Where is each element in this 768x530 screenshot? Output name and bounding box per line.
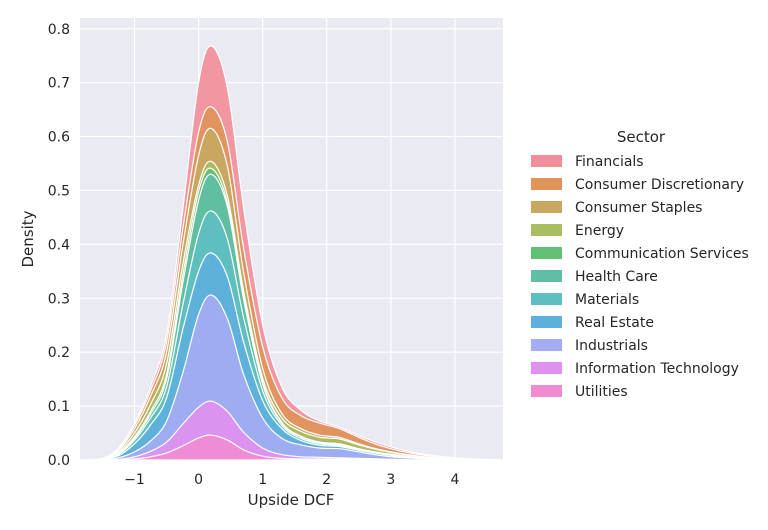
x-axis-label: Upside DCF <box>248 491 335 509</box>
plot-background <box>80 18 503 460</box>
legend-label: Real Estate <box>575 315 654 331</box>
legend-label: Communication Services <box>575 246 749 262</box>
legend-swatch <box>531 385 562 397</box>
legend-label: Information Technology <box>575 361 739 377</box>
y-tick-label: 0.6 <box>48 130 70 146</box>
legend-swatch <box>531 362 562 374</box>
legend-label: Industrials <box>575 338 648 354</box>
legend: Sector Financials Consumer Discretionary C… <box>531 128 749 400</box>
y-tick-label: 0.0 <box>48 453 70 469</box>
legend-label: Energy <box>575 223 624 239</box>
legend-label: Financials <box>575 154 644 170</box>
y-tick-label: 0.5 <box>48 183 70 199</box>
legend-label: Health Care <box>575 269 658 285</box>
legend-swatch <box>531 155 562 167</box>
y-tick-label: 0.8 <box>48 22 70 38</box>
legend-label: Consumer Staples <box>575 200 702 216</box>
legend-swatch <box>531 178 562 190</box>
legend-swatch <box>531 339 562 351</box>
legend-label: Utilities <box>575 384 628 400</box>
y-tick-label: 0.7 <box>48 76 70 92</box>
area-utilities <box>83 434 500 461</box>
legend-swatch <box>531 224 562 236</box>
x-tick-label: 1 <box>258 472 267 488</box>
x-tick-label: 3 <box>386 472 395 488</box>
legend-title: Sector <box>617 128 666 146</box>
legend-label: Materials <box>575 292 639 308</box>
x-tick-label: −1 <box>124 472 145 488</box>
legend-swatch <box>531 293 562 305</box>
legend-swatch <box>531 316 562 328</box>
x-tick-label: 4 <box>450 472 459 488</box>
y-tick-label: 0.4 <box>48 237 70 253</box>
y-tick-label: 0.2 <box>48 345 70 361</box>
y-ticks: 0.0 0.1 0.2 0.3 0.4 0.5 0.6 0.7 0.8 <box>48 22 70 469</box>
legend-swatch <box>531 270 562 282</box>
y-axis-label: Density <box>19 210 37 267</box>
x-tick-label: 2 <box>322 472 331 488</box>
y-tick-label: 0.1 <box>48 399 70 415</box>
legend-swatch <box>531 247 562 259</box>
x-ticks: −1 0 1 2 3 4 <box>124 472 459 488</box>
legend-label: Consumer Discretionary <box>575 177 744 193</box>
stacked-areas <box>83 45 500 461</box>
legend-swatch <box>531 201 562 213</box>
x-tick-label: 0 <box>194 472 203 488</box>
y-tick-label: 0.3 <box>48 291 70 307</box>
